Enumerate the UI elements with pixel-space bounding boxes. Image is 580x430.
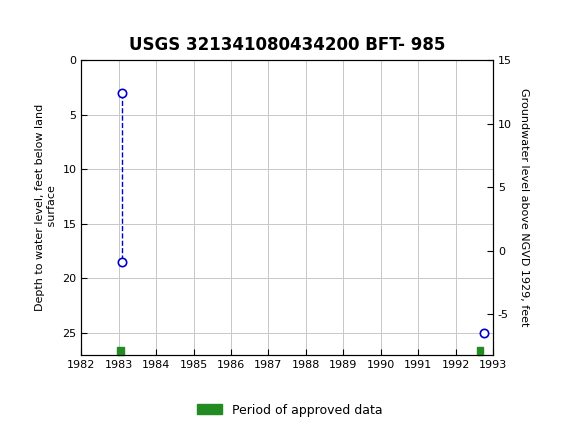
Title: USGS 321341080434200 BFT- 985: USGS 321341080434200 BFT- 985 bbox=[129, 37, 445, 55]
Y-axis label: Depth to water level, feet below land
 surface: Depth to water level, feet below land su… bbox=[35, 104, 57, 311]
Text: ≋: ≋ bbox=[3, 14, 18, 31]
Y-axis label: Groundwater level above NGVD 1929, feet: Groundwater level above NGVD 1929, feet bbox=[519, 88, 529, 327]
Bar bbox=[117, 347, 124, 355]
Text: USGS: USGS bbox=[32, 14, 87, 31]
Bar bbox=[477, 347, 483, 355]
Legend: Period of approved data: Period of approved data bbox=[192, 399, 388, 421]
